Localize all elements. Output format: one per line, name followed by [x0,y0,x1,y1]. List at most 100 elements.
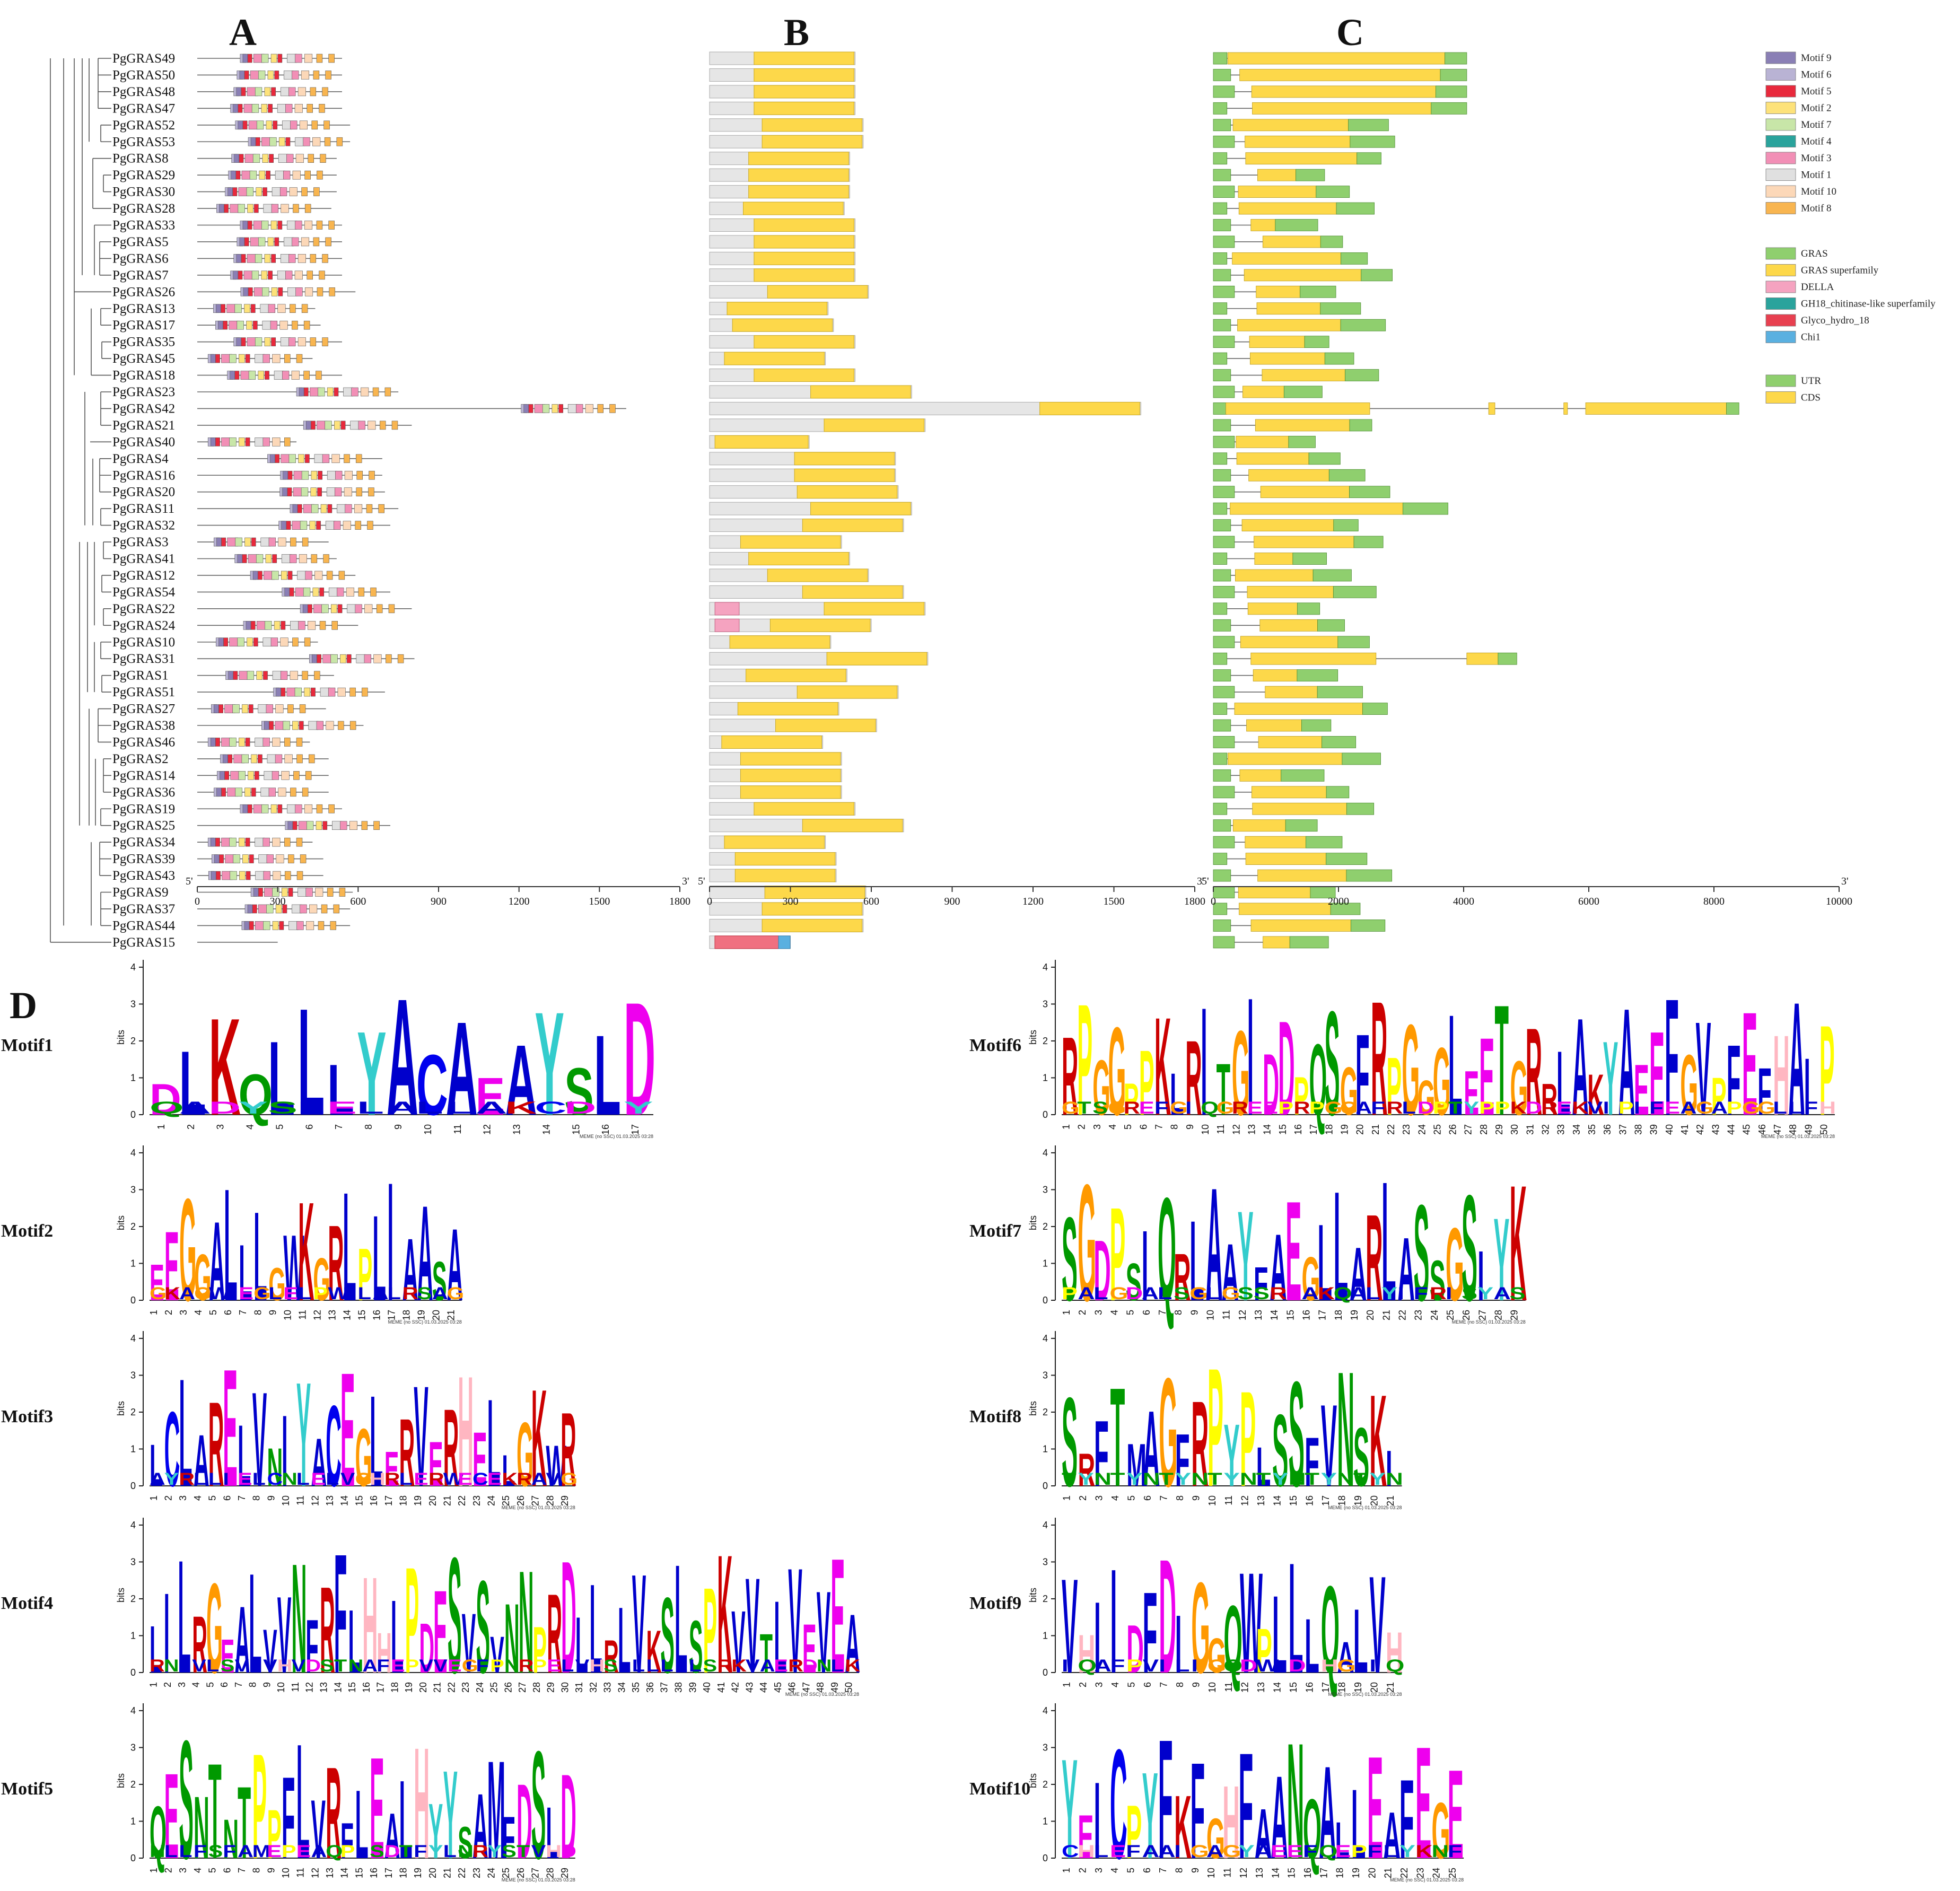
logo-letter: R [328,1203,344,1324]
logo-position-label: 18 [1335,1868,1345,1878]
gene-label: PgGRAS52 [112,118,175,133]
motif-block [239,437,245,447]
logo-letter: L [150,1432,163,1499]
logo-letter: R [320,1562,335,1699]
logo-letter: Y [1321,1469,1337,1489]
motif-block [368,421,376,430]
logo-letter: N [1432,1842,1449,1861]
logo-position-label: 21 [1385,1682,1396,1693]
utr-block [1213,619,1231,632]
motif-block [261,221,269,230]
cds-block [1244,269,1362,282]
motif-block [269,721,274,730]
motif-block [298,87,306,97]
logo-position-label: 13 [1253,1310,1264,1320]
logo-letter: Y [1142,1748,1158,1885]
logo-y-tick-label: 1 [130,1258,136,1268]
motif-block [316,54,323,63]
logo-position-label: 14 [1270,1868,1281,1878]
gras-domain [732,318,833,332]
logo-letter: K [298,1174,314,1330]
logo-position-label: 11 [1221,1310,1232,1320]
logo-letter: P [313,1283,328,1302]
motif-block [233,104,239,113]
gene-label: PgGRAS17 [112,318,175,332]
motif-block [358,421,365,430]
utr-block [1340,319,1386,331]
logo-letter: F [1665,965,1678,1150]
motif-block [219,204,224,213]
logo-letter: K [1587,1062,1604,1127]
logo-letter: V [277,1574,291,1696]
logo-letter: L [1158,1284,1172,1303]
motif-logo-name: Motif10 [969,1779,1030,1799]
logo-letter: G [561,1469,578,1489]
motif-block [242,854,249,863]
motif-block [361,821,368,830]
gras-domain [764,886,865,899]
axis-a-tick-label: 1500 [589,896,610,907]
logo-position-label: 17 [1320,1495,1331,1506]
logo-letter: P [1819,999,1835,1142]
logo-letter: N [1289,1469,1306,1489]
logo-letter: L [268,1020,295,1137]
motif-block [344,487,352,497]
logo-letter: F [1757,1054,1771,1130]
logo-letter: N [194,1778,209,1877]
utr-block [1333,586,1377,598]
logo-letter: V [419,1656,433,1676]
logo-position-label: 15 [1285,1310,1296,1320]
gene-label: PgGRAS46 [112,735,175,749]
motif-block [265,621,272,630]
logo-letter: R [603,1631,619,1683]
logo-position-label: 14 [541,1124,552,1135]
logo-y-label: bits [116,1773,126,1788]
motif-block [558,404,563,413]
logo-letter: I [1804,1041,1810,1132]
cds-block [1252,786,1327,799]
logo-letter: P [1351,1842,1367,1861]
motif-block [269,137,277,146]
logo-position-label: 1 [1061,1495,1072,1501]
axis-a-start: 5' [186,876,193,887]
motif-block [214,704,219,713]
cds-block [1253,669,1298,682]
logo-position-label: 17 [1318,1868,1329,1878]
motif-block [265,554,272,563]
gras-domain [740,785,841,799]
logo-position-label: 4 [245,1124,256,1130]
motif-block [230,871,237,880]
logo-letter: K [845,1656,860,1676]
logo-letter: F [1110,1656,1125,1675]
logo-position-label: 7 [237,1868,247,1873]
logo-letter: N [504,1656,520,1676]
utr-block [1213,519,1231,531]
logo-letter: L [1334,1159,1348,1334]
gras-domain [714,435,809,449]
motif-block [285,871,291,880]
logo-letter: S [502,1841,516,1861]
logo-letter: Q [1309,1023,1327,1137]
motif-block [312,654,317,663]
motif-block [258,888,263,897]
logo-position-label: 2 [1077,1310,1088,1315]
gene-label: PgGRAS9 [112,886,169,900]
logo-position-label: 41 [716,1682,727,1693]
motif-block [316,521,321,530]
motif-block [288,87,296,97]
motif-block [244,71,249,80]
logo-letter: E [164,1748,179,1884]
logo-letter: A [179,1098,211,1117]
logo-letter: A [1711,1098,1728,1117]
motif-block [241,254,246,263]
utr-block [1346,869,1393,882]
motif-block [223,754,228,764]
logo-letter: L [487,1373,501,1512]
motif-block [232,704,240,713]
logo-letter: E [384,1442,399,1496]
logo-position-label: 20 [418,1682,428,1693]
motif-block [268,304,276,313]
motif-block [261,104,268,113]
cds-block [1232,119,1349,132]
logo-position-label: 7 [1159,1682,1169,1687]
